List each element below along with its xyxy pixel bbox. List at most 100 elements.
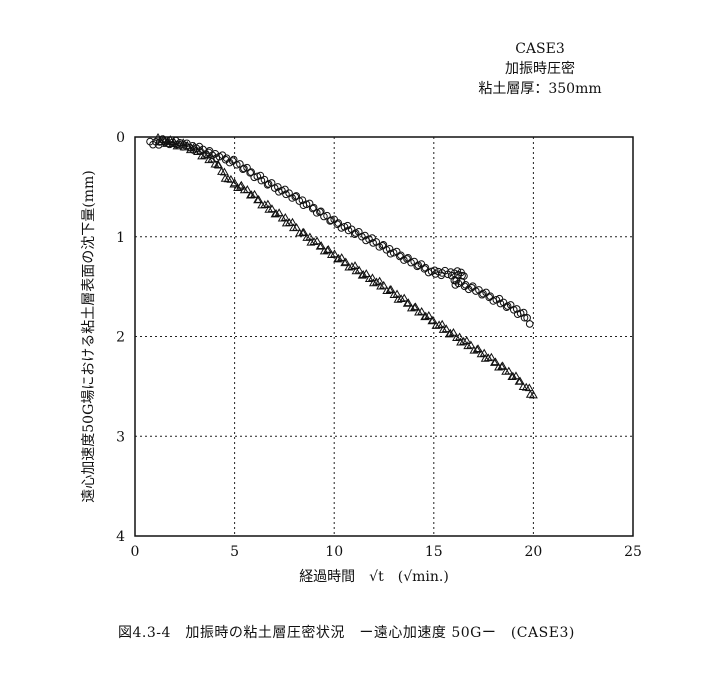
triangle-data-point	[274, 208, 284, 217]
triangle-data-point	[354, 265, 364, 274]
triangle-data-point	[312, 236, 322, 245]
triangle-data-point	[410, 302, 419, 311]
triangle-data-point	[280, 212, 290, 221]
circle-data-point	[523, 314, 531, 322]
triangle-data-point	[226, 174, 236, 183]
triangle-data-point	[172, 141, 182, 150]
triangle-data-point	[463, 341, 473, 350]
triangle-data-point	[424, 311, 434, 319]
triangle-data-point	[323, 244, 333, 253]
triangle-data-point	[204, 155, 214, 164]
triangle-data-point	[242, 185, 252, 193]
circle-data-point	[385, 244, 394, 253]
triangle-data-point	[189, 141, 199, 150]
triangle-data-point	[403, 298, 413, 307]
triangle-data-point	[511, 371, 521, 380]
triangle-data-point	[156, 137, 166, 145]
triangle-data-point	[316, 241, 326, 249]
triangle-data-point	[445, 328, 455, 337]
circle-data-point	[430, 266, 439, 275]
x-tick-label: 10	[325, 544, 343, 560]
triangle-data-point	[254, 195, 264, 203]
x-axis-ticks: 0 5 10 15 20 25	[131, 544, 642, 560]
triangle-data-point	[402, 298, 412, 307]
x-tick-label: 0	[131, 544, 140, 560]
triangle-data-point	[236, 180, 246, 189]
triangle-data-point	[361, 269, 371, 277]
circle-data-point	[382, 245, 391, 254]
triangle-data-point	[159, 135, 169, 143]
triangle-data-point	[441, 324, 451, 333]
series-circles	[146, 135, 534, 328]
y-tick-label: 2	[116, 330, 125, 346]
triangle-data-point	[288, 217, 297, 226]
circle-data-point	[375, 243, 384, 251]
circle-data-point	[520, 313, 529, 322]
triangle-data-point	[504, 366, 514, 375]
series-triangles	[153, 132, 538, 399]
circle-data-point	[369, 239, 377, 247]
triangle-data-point	[326, 250, 336, 258]
triangle-data-point	[459, 336, 469, 345]
triangle-data-point	[153, 132, 163, 141]
triangle-data-point	[489, 358, 499, 366]
circle-data-point	[239, 165, 247, 173]
y-axis-ticks: 0 1 2 3 4	[116, 130, 125, 545]
circle-data-point	[295, 197, 304, 205]
triangle-data-point	[341, 257, 351, 266]
circle-data-point	[516, 309, 525, 318]
y-tick-label: 0	[116, 130, 125, 146]
triangle-data-point	[207, 154, 217, 163]
triangle-data-point	[264, 204, 274, 213]
circle-data-point	[253, 172, 262, 181]
circle-data-point	[257, 176, 266, 185]
triangle-data-point	[302, 233, 312, 241]
triangle-data-point	[267, 204, 277, 213]
triangle-data-point	[260, 200, 270, 209]
y-tick-label: 1	[116, 230, 125, 246]
circle-data-point	[368, 234, 376, 242]
circle-data-point	[502, 303, 511, 312]
triangle-data-point	[165, 135, 175, 143]
triangle-data-point	[417, 307, 427, 315]
triangle-data-point	[456, 337, 466, 346]
triangle-data-point	[200, 150, 210, 159]
circle-data-point	[512, 305, 521, 313]
triangle-data-point	[233, 183, 243, 191]
triangle-data-point	[466, 340, 476, 349]
triangle-data-point	[486, 352, 496, 361]
circle-data-point	[316, 208, 324, 216]
triangle-data-point	[515, 376, 525, 385]
triangle-data-point	[376, 281, 386, 290]
triangle-data-point	[421, 311, 431, 320]
triangle-data-point	[277, 213, 287, 222]
triangle-data-point	[448, 328, 458, 336]
triangle-data-point	[428, 315, 438, 324]
condition-label: 加振時圧密	[505, 60, 575, 77]
circle-data-point	[302, 200, 311, 209]
case-label: CASE3	[515, 41, 565, 57]
chart: CASE3 加振時圧密 粘土層厚：350mm 0 5 10 15 20 25 01234 …	[81, 41, 642, 585]
triangle-data-point	[337, 253, 347, 261]
triangle-data-point	[230, 178, 240, 187]
circle-data-point	[378, 242, 387, 250]
circle-data-point	[291, 193, 300, 201]
triangle-data-point	[490, 357, 500, 366]
triangle-data-point	[528, 390, 538, 399]
triangle-data-point	[197, 151, 207, 160]
triangle-data-point	[399, 293, 409, 302]
circle-data-point	[312, 209, 321, 217]
x-axis-label: 経過時間 √t (√min.)	[299, 569, 449, 585]
x-tick-label: 15	[425, 544, 443, 560]
triangle-data-point	[306, 237, 316, 246]
circle-data-point	[320, 212, 328, 221]
circle-data-point	[350, 230, 359, 238]
circle-data-point	[256, 171, 265, 180]
triangle-data-point	[358, 270, 368, 278]
triangle-data-point	[179, 142, 189, 151]
circle-data-point	[327, 216, 335, 224]
triangle-data-point	[344, 262, 354, 271]
triangle-data-point	[368, 278, 378, 287]
circle-data-point	[232, 160, 241, 169]
triangle-data-point	[452, 333, 461, 342]
